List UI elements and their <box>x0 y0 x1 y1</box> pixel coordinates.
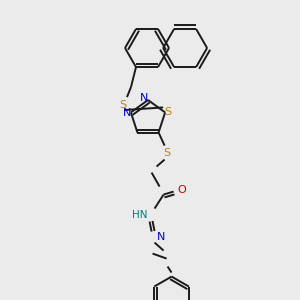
Text: O: O <box>177 184 186 195</box>
Text: S: S <box>165 107 172 117</box>
Text: N: N <box>123 108 131 118</box>
Text: N: N <box>140 93 148 103</box>
Text: S: S <box>163 148 170 158</box>
Text: HN: HN <box>132 210 148 220</box>
Text: N: N <box>157 232 165 242</box>
Text: S: S <box>119 100 127 110</box>
